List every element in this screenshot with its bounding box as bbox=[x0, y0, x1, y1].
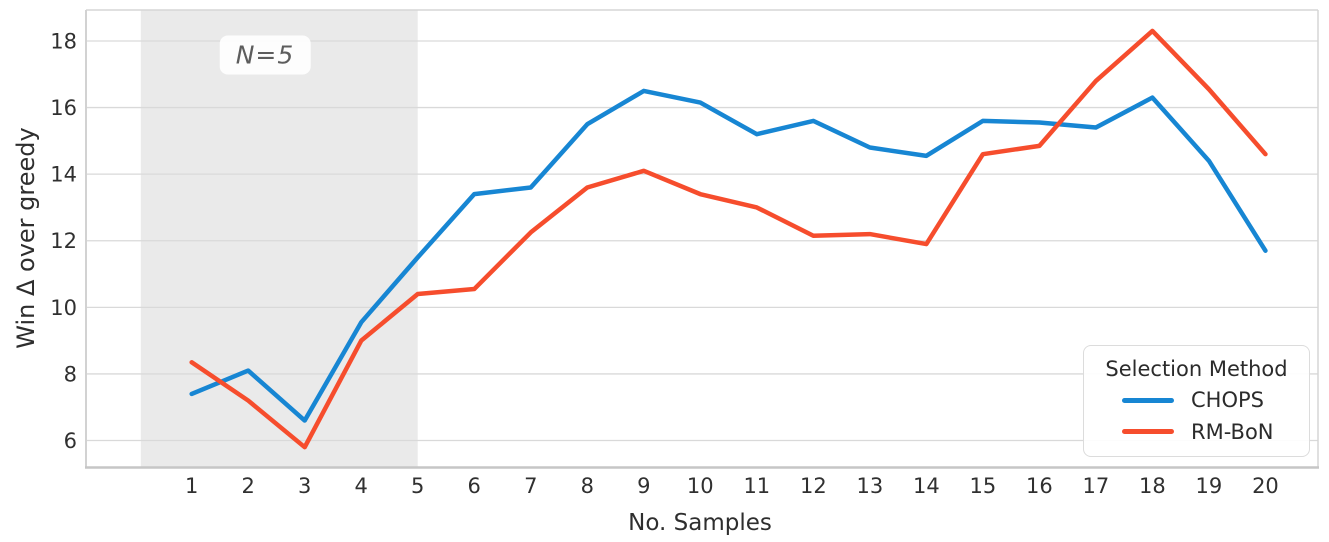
y-axis-label: Win Δ over greedy bbox=[12, 127, 40, 349]
legend-swatch-rmbon bbox=[1122, 429, 1174, 434]
y-tick-label: 12 bbox=[50, 229, 77, 253]
x-tick-label: 8 bbox=[581, 474, 594, 498]
x-tick-label: 14 bbox=[913, 474, 940, 498]
legend-label-rmbon: RM-BoN bbox=[1191, 419, 1274, 444]
series-line-chops bbox=[189, 88, 1268, 423]
x-tick-label: 9 bbox=[637, 474, 650, 498]
x-tick-label: 15 bbox=[970, 474, 997, 498]
legend-item-chops: CHOPS bbox=[1084, 388, 1309, 412]
x-tick-label: 2 bbox=[242, 474, 255, 498]
x-tick-label: 12 bbox=[800, 474, 827, 498]
legend-label-chops: CHOPS bbox=[1191, 388, 1264, 412]
x-tick-label: 20 bbox=[1252, 474, 1279, 498]
y-tick-label: 14 bbox=[50, 163, 77, 187]
x-tick-label: 18 bbox=[1139, 474, 1166, 498]
x-tick-label: 1 bbox=[185, 474, 198, 498]
x-tick-label: 17 bbox=[1083, 474, 1110, 498]
y-tick-label: 6 bbox=[64, 429, 77, 453]
x-tick-label: 13 bbox=[856, 474, 883, 498]
band-annotation: N=5 bbox=[219, 35, 311, 75]
legend: Selection Method CHOPS RM-BoN bbox=[1083, 345, 1310, 457]
series-line-rm-bon bbox=[189, 28, 1268, 450]
x-axis-label: No. Samples bbox=[628, 510, 772, 536]
band-annotation-text: N=5 bbox=[235, 40, 295, 70]
y-tick-label: 16 bbox=[50, 96, 77, 120]
legend-title: Selection Method bbox=[1105, 356, 1288, 381]
x-tick-label: 16 bbox=[1026, 474, 1053, 498]
y-tick-label: 18 bbox=[50, 29, 77, 53]
legend-item-rmbon: RM-BoN bbox=[1084, 420, 1309, 444]
x-tick-label: 11 bbox=[743, 474, 770, 498]
x-tick-label: 5 bbox=[411, 474, 424, 498]
x-tick-label: 4 bbox=[355, 474, 368, 498]
x-tick-label: 10 bbox=[687, 474, 714, 498]
y-tick-label: 10 bbox=[50, 296, 77, 320]
legend-swatch-chops bbox=[1122, 397, 1174, 403]
x-tick-label: 7 bbox=[524, 474, 537, 498]
x-tick-label: 3 bbox=[298, 474, 311, 498]
x-tick-label: 6 bbox=[468, 474, 481, 498]
x-tick-label: 19 bbox=[1196, 474, 1223, 498]
shaded-band bbox=[140, 10, 418, 468]
y-tick-label: 8 bbox=[64, 362, 77, 386]
